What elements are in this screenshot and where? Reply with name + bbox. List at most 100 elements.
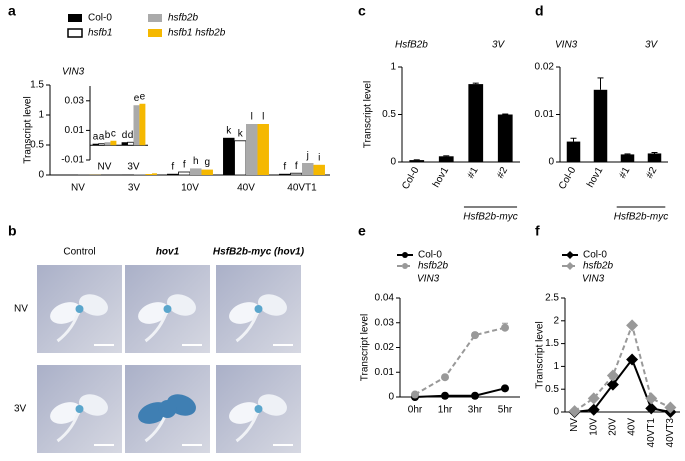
x-tick-label: Col-0 [557,165,579,192]
x-tick-label: 40VT1 [287,183,317,194]
seedling-leaf [78,294,109,316]
legend-marker [402,252,408,258]
x-tick-label: 40VT1 [646,418,657,448]
y-tick-label: 0 [390,157,396,168]
seedling-leaf [138,302,169,324]
point [626,353,639,366]
y-tick-label: 0 [388,392,394,403]
bar [104,142,111,146]
x-tick-label: Col-0 [400,165,422,192]
series-line [574,357,671,413]
x-tick-label: #2 [644,165,659,181]
point [645,402,658,415]
legend-label: hsfb2b [168,13,198,24]
seedling-leaf [166,294,197,316]
point [606,378,619,391]
seedling-center [75,405,84,413]
bar [145,173,157,175]
y-tick-label: 0.5 [30,140,44,151]
bar [92,143,99,146]
panel-label: e [358,223,366,239]
bar [121,142,128,146]
point [645,392,658,405]
significance-letter: e [134,93,140,104]
bar [223,137,235,175]
significance-letter: i [318,152,320,163]
significance-letter: g [204,157,210,168]
point [501,384,509,393]
point [471,331,479,340]
bar [178,171,191,176]
seedling-leaf [78,394,109,416]
y-tick-label: -0.01 [61,155,84,166]
chart-title: VIN3 [555,40,578,51]
significance-letter: l [251,112,253,123]
point [441,391,449,400]
x-tick-label: hov1 [431,165,452,190]
x-tick-label: #1 [466,165,481,181]
x-tick-label: 0hr [408,405,423,416]
point [441,373,449,382]
bar [313,164,325,175]
point [606,369,619,382]
seedling-leaf [229,402,260,424]
seedling-center [163,305,172,313]
bar [438,156,454,162]
y-tick-label: 0 [38,170,44,181]
panel-label: c [358,3,366,19]
seedling-center [75,305,84,313]
bar [409,160,425,162]
legend-label: hsfb1 [88,28,112,39]
x-tick-label: 1hr [438,405,453,416]
y-tick-label: 0.5 [545,384,559,395]
y-tick-label: 1.5 [30,80,44,91]
chart-title: HsfB2b [395,40,428,51]
point [568,405,581,418]
seedling-center [158,400,177,418]
y-tick-label: 0 [553,407,559,418]
legend-label: hsfb2b [583,261,613,272]
bar [468,84,484,162]
y-tick-label: 1 [390,62,396,73]
significance-letter: c [111,128,116,139]
significance-letter: b [105,130,111,141]
bar [133,105,140,146]
condition-label: 3V [645,40,659,51]
seedling-leaf [229,302,260,324]
bar [647,153,662,162]
bar [190,168,202,175]
x-tick-label: 3V [128,183,141,194]
y-tick-label: 0.04 [375,293,395,304]
bar [110,140,117,146]
x-tick-label: NV [569,418,580,432]
significance-letter: f [183,160,186,171]
point [471,391,479,400]
y-tick-label: 1 [553,361,559,372]
series-line [414,326,506,396]
y-tick-label: 0.01 [535,109,555,120]
bar [620,154,635,162]
y-tick-label: 0.03 [65,95,85,106]
legend-swatch [148,14,162,22]
y-tick-label: 2 [553,315,559,326]
seedling-leaf [257,294,288,316]
row-label: 3V [14,404,27,415]
bar [98,143,105,146]
x-tick-label: 3hr [468,405,483,416]
x-tick-label: 10V [588,418,599,436]
y-tick-label: 0.03 [375,317,395,328]
bar [127,141,134,146]
x-tick-label: #1 [617,165,632,181]
point [626,319,639,332]
significance-letter: h [193,156,199,167]
seedling-leaf [50,302,81,324]
panel-label: a [8,3,16,19]
x-tick-label: 10V [181,183,199,194]
chart-title: VIN3 [582,274,605,285]
significance-letter: d [122,130,128,141]
significance-letter: d [128,130,134,141]
bar [497,114,513,162]
bar [246,124,258,175]
group-label: HsfB2b-myc [463,212,517,223]
